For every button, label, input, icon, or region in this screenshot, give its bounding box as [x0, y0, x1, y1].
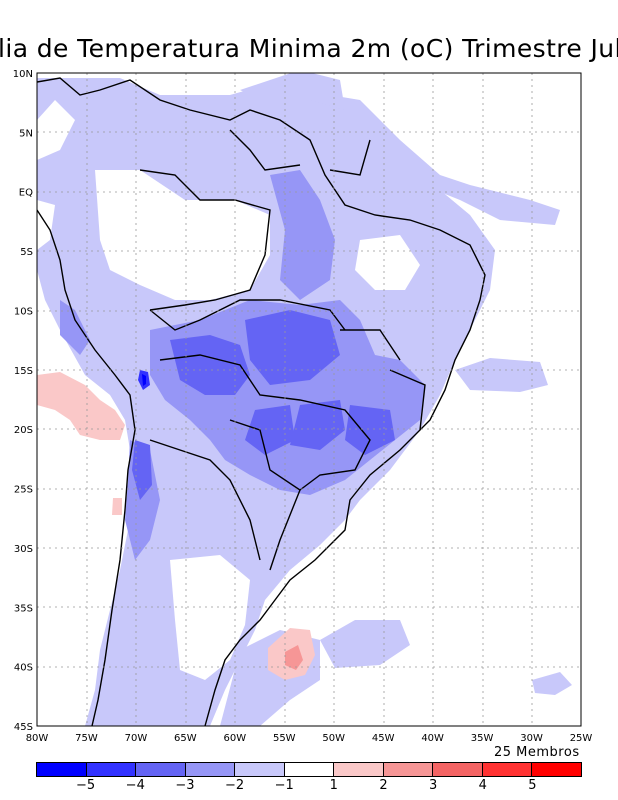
colorbar-swatch — [235, 763, 285, 776]
colorbar-label: 4 — [478, 778, 487, 793]
lat-tick-label: 40S — [14, 663, 33, 674]
lon-tick-label: 45W — [372, 733, 395, 744]
members-label: 25 Membros — [494, 745, 580, 760]
colorbar-label: −5 — [76, 778, 96, 793]
colorbar-swatch — [185, 763, 236, 776]
lon-tick-label: 30W — [520, 733, 543, 744]
lat-tick-label: 10N — [13, 69, 33, 80]
colorbar-swatch — [136, 763, 186, 776]
lat-tick-label: 10S — [14, 306, 33, 317]
colorbar-swatch — [86, 763, 137, 776]
longitude-ticks: 80W 75W 70W 65W 60W 55W 50W 45W 40W 35W 30W 25W — [26, 733, 593, 744]
anomaly-region-pacific-positive — [37, 372, 125, 440]
colorbar-swatch — [37, 763, 87, 776]
colorbar-swatch — [482, 763, 533, 776]
lon-tick-label: 40W — [421, 733, 444, 744]
colorbar-label: −4 — [125, 778, 145, 793]
lon-tick-label: 70W — [125, 733, 148, 744]
graticule — [37, 73, 581, 726]
lat-tick-label: 25S — [14, 485, 33, 496]
lat-tick-label: 45S — [14, 722, 33, 733]
colorbar-label: −1 — [274, 778, 294, 793]
colorbar-label: 5 — [528, 778, 537, 793]
colorbar-label: 2 — [379, 778, 388, 793]
colorbar-label: −2 — [224, 778, 245, 793]
lat-tick-label: 30S — [14, 544, 33, 555]
lat-tick-label: 5S — [20, 247, 33, 258]
lon-tick-label: 75W — [75, 733, 98, 744]
lon-tick-label: 80W — [26, 733, 49, 744]
colorbar-label: 3 — [428, 778, 438, 793]
colorbar-swatch — [433, 763, 483, 776]
lon-tick-label: 25W — [570, 733, 593, 744]
colorbar-swatch — [284, 763, 335, 776]
colorbar-swatch — [532, 763, 582, 776]
colorbar-label: −3 — [175, 778, 195, 793]
anomaly-region-dark-blue — [170, 335, 250, 395]
lon-tick-label: 50W — [322, 733, 345, 744]
colorbar — [36, 762, 582, 777]
lat-tick-label: 35S — [14, 603, 33, 614]
lon-tick-label: 35W — [471, 733, 494, 744]
lat-tick-label: 15S — [14, 366, 33, 377]
lat-tick-label: 5N — [19, 128, 33, 139]
lat-tick-label: EQ — [19, 188, 33, 199]
coastlines — [37, 77, 486, 726]
lat-tick-label: 20S — [14, 425, 33, 436]
map-frame — [36, 72, 582, 727]
lon-tick-label: 60W — [224, 733, 247, 744]
colorbar-swatch — [383, 763, 434, 776]
lon-tick-label: 65W — [174, 733, 197, 744]
colorbar-swatch — [334, 763, 384, 776]
lon-tick-label: 55W — [273, 733, 296, 744]
latitude-ticks: 10N 5N EQ 5S 10S 15S 20S 25S 30S 35S 40S 45S — [13, 69, 33, 733]
map-title: lia de Temperatura Minima 2m (oC) Trimes… — [0, 34, 618, 63]
colorbar-label: 1 — [329, 778, 338, 793]
